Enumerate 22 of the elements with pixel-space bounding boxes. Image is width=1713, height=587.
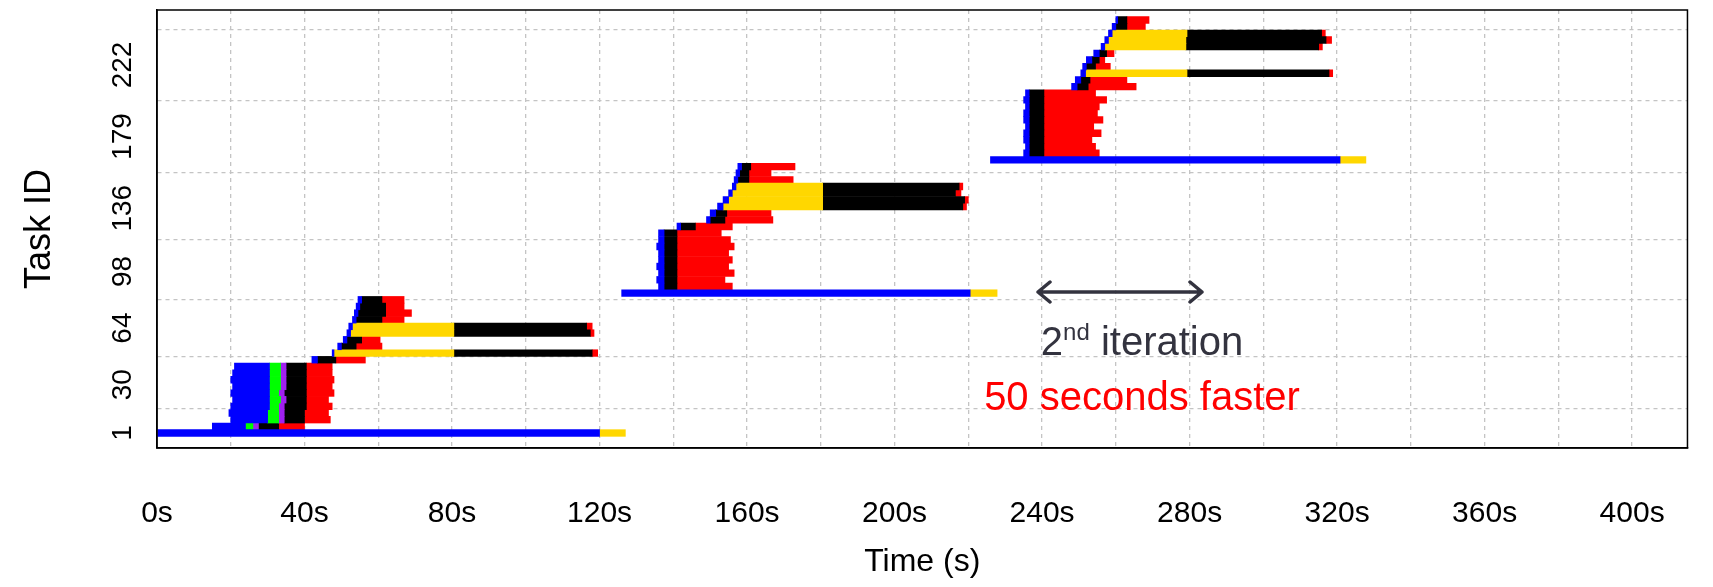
x-tick-label: 40s (280, 495, 329, 529)
y-tick-label: 179 (105, 113, 137, 160)
y-tick-label: 98 (105, 255, 137, 288)
y-tick-label: 222 (105, 41, 137, 89)
y-tick-label: 136 (105, 184, 137, 232)
x-tick-label: 400s (1599, 495, 1665, 529)
x-tick-label: 0s (141, 495, 173, 529)
x-axis-title: Time (s) (864, 541, 981, 578)
y-tick-label: 30 (105, 369, 137, 401)
y-tick-label: 1 (105, 425, 137, 441)
x-tick-label: 80s (427, 495, 477, 529)
x-tick-label: 240s (1009, 495, 1075, 529)
x-tick-label: 120s (567, 495, 633, 529)
y-axis-title: Task ID (16, 168, 58, 290)
x-tick-label: 360s (1452, 495, 1518, 529)
annotation: 50 seconds faster (984, 374, 1300, 418)
x-tick-label: 320s (1304, 495, 1370, 529)
x-tick-label: 160s (714, 495, 780, 529)
x-tick-label: 280s (1157, 495, 1223, 529)
annotation: 2$^{nd}$ iteration (1040, 317, 1244, 363)
x-tick-label: 200s (862, 495, 928, 529)
y-tick-label: 64 (105, 312, 137, 344)
